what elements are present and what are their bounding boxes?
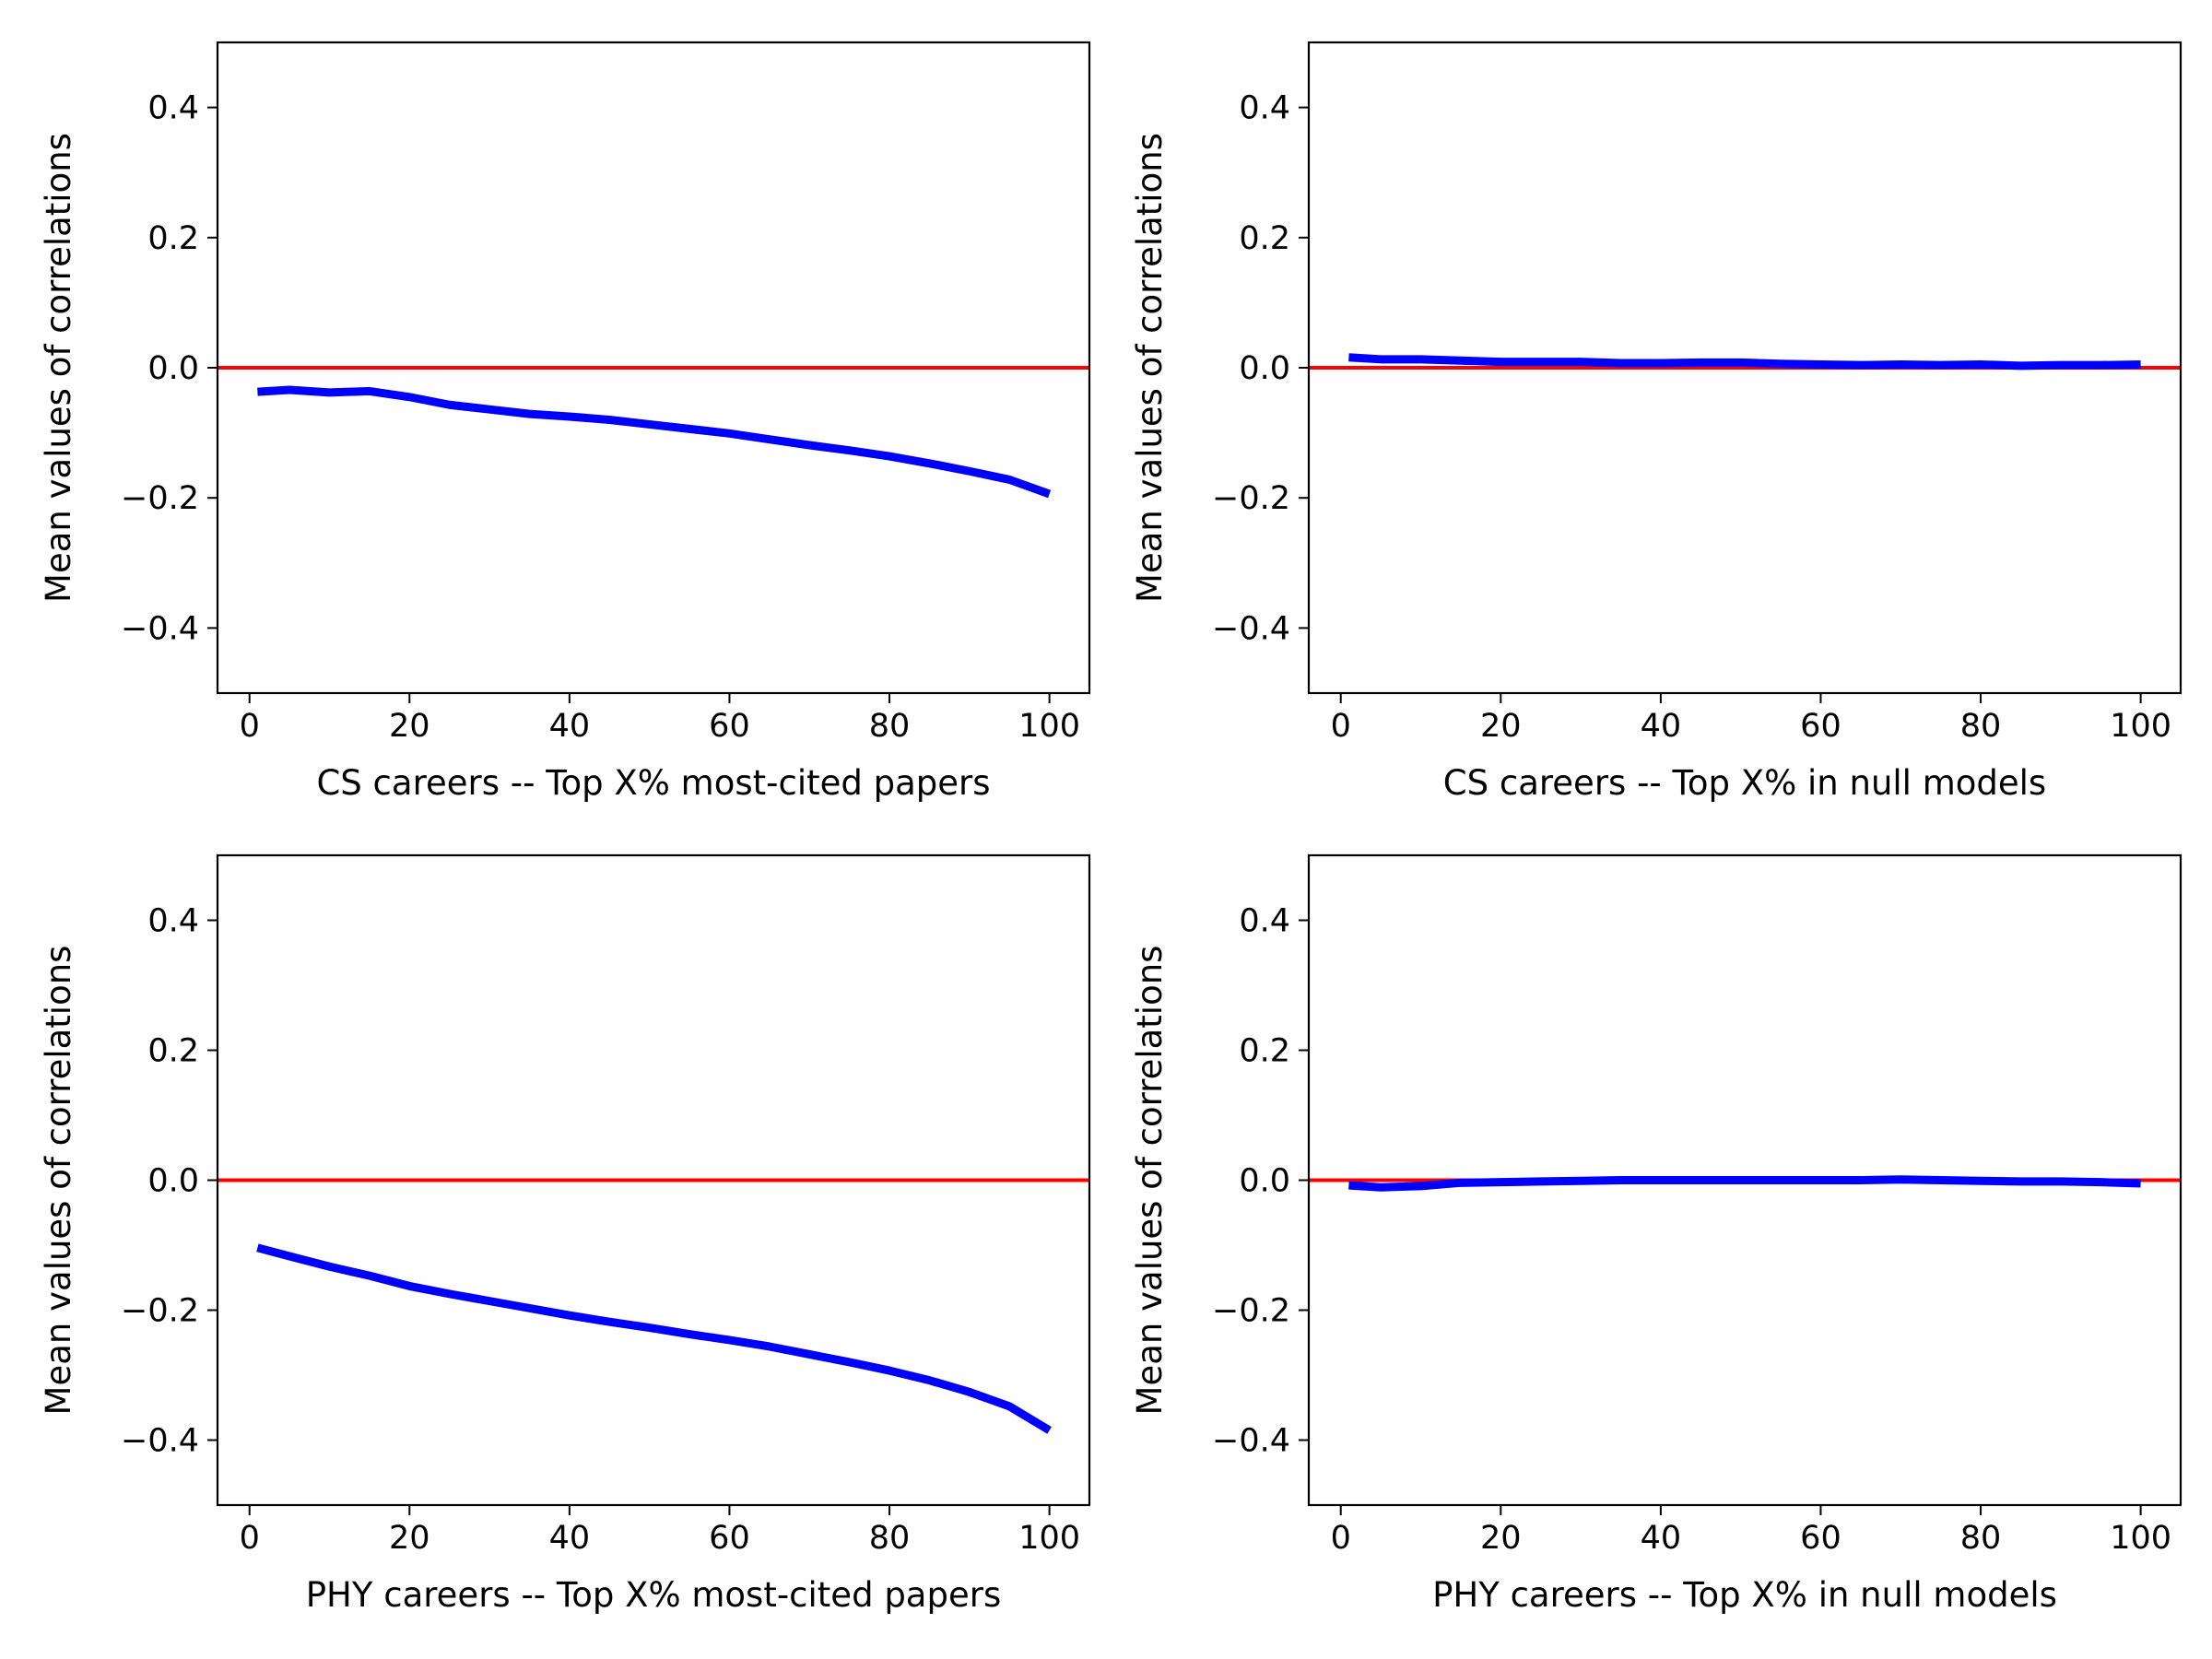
series-line-0 <box>1348 1175 2141 1192</box>
plot-area <box>218 1178 1089 1434</box>
y-tick-label: −0.2 <box>1212 480 1290 517</box>
x-tick-label: 0 <box>1331 1520 1351 1557</box>
x-tick-label: 20 <box>389 1520 430 1557</box>
y-axis-label: Mean values of correlations <box>39 946 78 1416</box>
y-tick-label: 0.0 <box>147 1163 199 1200</box>
x-axis-label: CS careers -- Top X% in null models <box>1443 763 2046 803</box>
x-tick-label: 20 <box>1480 1520 1522 1557</box>
y-tick-label: −0.2 <box>121 1293 199 1330</box>
y-tick-label: −0.4 <box>1212 1423 1290 1460</box>
subplot-grid: 0 20 40 60 80 100 −0.4 −0.2 0.0 0.2 0.4 CS careers … <box>39 41 2183 1615</box>
x-axis-label: PHY careers -- Top X% in null models <box>1432 1575 2057 1615</box>
x-tick-label: 80 <box>1960 1520 2002 1557</box>
y-tick-label: 0.4 <box>147 903 199 940</box>
x-tick-label: 40 <box>549 1520 591 1557</box>
x-tick-label: 60 <box>1800 1520 1841 1557</box>
x-tick-label: 0 <box>240 1520 260 1557</box>
x-axis-label: CS careers -- Top X% most-cited papers <box>316 763 990 803</box>
x-tick-label: 20 <box>1480 708 1522 745</box>
x-tick-label: 80 <box>1960 708 2002 745</box>
subplot-phy-null-model: 0 20 40 60 80 100 −0.4 −0.2 0.0 0.2 0.4 PHY careers… <box>1130 853 2183 1615</box>
x-tick-label: 100 <box>1018 708 1080 745</box>
x-tick-label: 40 <box>1641 1520 1682 1557</box>
y-tick-label: 0.2 <box>147 1033 199 1070</box>
plot-area <box>1309 1175 2181 1192</box>
series-line-0 <box>257 385 1052 499</box>
y-axis-label: Mean values of correlations <box>1130 133 1170 603</box>
x-tick-label: 20 <box>389 708 430 745</box>
x-tick-label: 60 <box>709 1520 750 1557</box>
y-tick-label: −0.4 <box>121 1423 199 1460</box>
y-tick-label: 0.2 <box>1239 220 1290 257</box>
y-tick-label: −0.4 <box>1212 610 1290 647</box>
subplot-phy-top-cited: 0 20 40 60 80 100 −0.4 −0.2 0.0 0.2 0.4 PHY careers… <box>39 853 1091 1615</box>
y-tick-label: −0.2 <box>1212 1293 1290 1330</box>
x-tick-label: 0 <box>1331 708 1351 745</box>
subplot-cs-top-cited: 0 20 40 60 80 100 −0.4 −0.2 0.0 0.2 0.4 CS careers … <box>39 41 1091 803</box>
y-axis-label: Mean values of correlations <box>1130 946 1170 1416</box>
y-tick-label: −0.2 <box>121 480 199 517</box>
y-tick-label: 0.0 <box>147 350 199 387</box>
x-tick-label: 80 <box>869 708 911 745</box>
plot-area <box>218 366 1089 499</box>
y-tick-label: −0.4 <box>121 610 199 647</box>
x-tick-label: 100 <box>1018 1520 1080 1557</box>
x-tick-label: 60 <box>709 708 750 745</box>
y-tick-label: 0.0 <box>1239 350 1290 387</box>
subplot-cs-null-model: 0 20 40 60 80 100 −0.4 −0.2 0.0 0.2 0.4 CS careers … <box>1130 41 2183 803</box>
series-line-0 <box>256 1243 1052 1434</box>
y-tick-label: 0.4 <box>1239 903 1290 940</box>
x-tick-label: 100 <box>2110 708 2171 745</box>
x-tick-label: 0 <box>240 708 260 745</box>
x-tick-label: 100 <box>2110 1520 2171 1557</box>
x-axis-label: PHY careers -- Top X% most-cited papers <box>306 1575 1001 1615</box>
plot-area <box>1309 353 2181 371</box>
y-tick-label: 0.2 <box>1239 1033 1290 1070</box>
y-tick-label: 0.2 <box>147 220 199 257</box>
x-tick-label: 40 <box>549 708 591 745</box>
y-tick-label: 0.0 <box>1239 1163 1290 1200</box>
y-tick-label: 0.4 <box>1239 90 1290 127</box>
x-tick-label: 40 <box>1641 708 1682 745</box>
y-tick-label: 0.4 <box>147 90 199 127</box>
x-tick-label: 80 <box>869 1520 911 1557</box>
series-line-0 <box>1348 353 2141 371</box>
y-axis-label: Mean values of correlations <box>39 133 78 603</box>
x-tick-label: 60 <box>1800 708 1841 745</box>
